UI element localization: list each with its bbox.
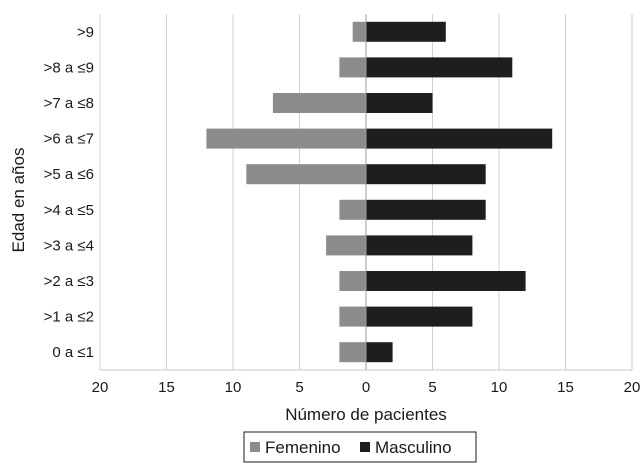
- y-tick-label-8: >8 a ≤9: [44, 59, 94, 76]
- y-tick-label-4: >4 a ≤5: [44, 202, 94, 219]
- bar-masculino-5: [366, 164, 486, 185]
- bar-masculino-6: [366, 128, 553, 149]
- bar-femenino-6: [206, 128, 366, 149]
- x-tick-label-3: 5: [295, 379, 303, 396]
- y-tick-label-9: >9: [77, 24, 94, 41]
- bar-masculino-9: [366, 21, 446, 42]
- bar-femenino-0: [339, 342, 366, 363]
- x-tick-label-8: 20: [624, 379, 640, 396]
- y-tick-label-1: >1 a ≤2: [44, 309, 94, 326]
- bar-femenino-2: [339, 271, 366, 291]
- y-tick-label-7: >7 a ≤8: [44, 95, 94, 112]
- y-tick-label-2: >2 a ≤3: [44, 273, 94, 290]
- bar-femenino-3: [326, 235, 366, 256]
- bar-masculino-1: [366, 306, 473, 327]
- x-tick-label-2: 10: [225, 379, 242, 396]
- bar-femenino-7: [272, 93, 366, 113]
- bar-femenino-9: [352, 21, 366, 42]
- x-tick-label-1: 15: [158, 379, 175, 396]
- bar-femenino-4: [339, 199, 366, 220]
- bar-femenino-1: [339, 306, 366, 327]
- x-tick-label-6: 10: [491, 379, 508, 396]
- bar-masculino-0: [366, 342, 393, 363]
- bar-masculino-7: [366, 93, 433, 113]
- legend: Femenino Masculino: [243, 431, 477, 463]
- x-tick-label-0: 20: [92, 379, 109, 396]
- x-tick-label-5: 5: [428, 379, 436, 396]
- legend-label-femenino: Femenino: [265, 438, 341, 457]
- bars: [206, 21, 553, 363]
- x-tick-label-4: 0: [362, 379, 370, 396]
- y-tick-label-6: >6 a ≤7: [44, 131, 94, 148]
- y-axis-title: Edad en años: [9, 148, 28, 253]
- x-axis-title: Número de pacientes: [285, 405, 447, 424]
- bar-masculino-3: [366, 235, 473, 256]
- legend-label-masculino: Masculino: [375, 438, 452, 457]
- x-tick-label-7: 15: [557, 379, 574, 396]
- y-tick-label-5: >5 a ≤6: [44, 166, 94, 183]
- y-tick-label-3: >3 a ≤4: [44, 237, 94, 254]
- bar-masculino-8: [366, 57, 513, 78]
- y-tick-label-0: 0 a ≤1: [52, 344, 94, 361]
- axes: 0 a ≤1 >1 a ≤2 >2 a ≤3 >3 a ≤4 >4 a ≤5 >5 a ≤…: [44, 14, 640, 396]
- bar-femenino-8: [339, 57, 366, 78]
- bar-masculino-2: [366, 271, 526, 291]
- legend-swatch-femenino: [250, 442, 260, 452]
- bar-masculino-4: [366, 199, 486, 220]
- legend-swatch-masculino: [360, 442, 370, 452]
- bar-femenino-5: [246, 164, 366, 185]
